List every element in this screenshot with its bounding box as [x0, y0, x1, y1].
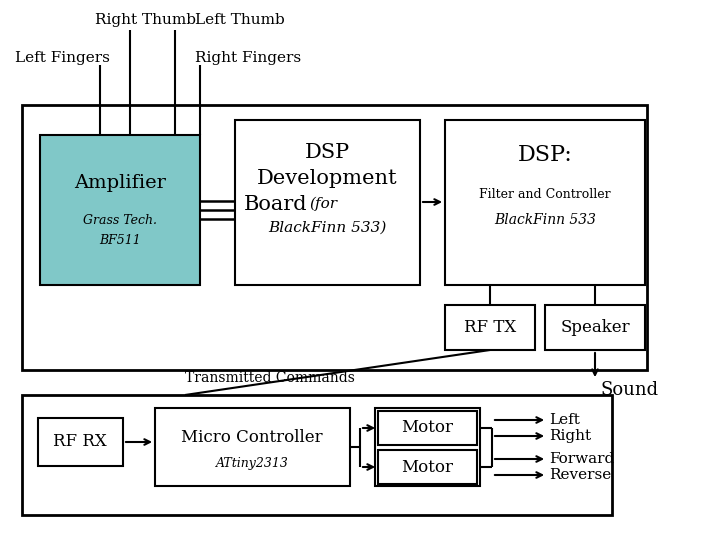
- Text: Forward: Forward: [549, 452, 614, 466]
- Bar: [375, 408, 480, 486]
- Text: Transmitted Commands: Transmitted Commands: [185, 371, 355, 385]
- Bar: [235, 120, 420, 285]
- Text: Reverse: Reverse: [549, 468, 611, 482]
- Text: Sound: Sound: [600, 381, 658, 399]
- Text: ATtiny2313: ATtiny2313: [215, 456, 289, 469]
- Text: Micro Controller: Micro Controller: [181, 429, 323, 447]
- Text: BF511: BF511: [99, 233, 141, 246]
- Bar: [40, 135, 200, 285]
- Text: RF RX: RF RX: [53, 434, 107, 450]
- Text: Left: Left: [549, 413, 580, 427]
- Text: Right Thumb: Right Thumb: [95, 13, 196, 27]
- Text: DSP: DSP: [305, 143, 350, 161]
- Bar: [545, 305, 645, 350]
- Bar: [378, 411, 477, 445]
- Text: RF TX: RF TX: [464, 319, 516, 335]
- Bar: [22, 105, 647, 370]
- Text: Motor: Motor: [401, 458, 453, 476]
- Bar: [38, 418, 123, 466]
- Bar: [445, 305, 535, 350]
- Text: Amplifier: Amplifier: [74, 174, 166, 192]
- Text: Speaker: Speaker: [560, 319, 630, 335]
- Text: Left Thumb: Left Thumb: [195, 13, 284, 27]
- Text: BlackFinn 533): BlackFinn 533): [268, 221, 386, 235]
- Text: Filter and Controller: Filter and Controller: [480, 188, 611, 201]
- Text: Motor: Motor: [401, 420, 453, 436]
- Text: DSP:: DSP:: [518, 144, 572, 166]
- Text: BlackFinn 533: BlackFinn 533: [494, 213, 596, 227]
- Text: Board: Board: [243, 194, 307, 213]
- Text: Right Fingers: Right Fingers: [195, 51, 301, 65]
- Text: Right: Right: [549, 429, 591, 443]
- Bar: [22, 395, 612, 515]
- Text: Grass Tech.: Grass Tech.: [83, 213, 157, 226]
- Text: Left Fingers: Left Fingers: [15, 51, 110, 65]
- Bar: [445, 120, 645, 285]
- Text: (for: (for: [309, 197, 337, 211]
- Text: Development: Development: [257, 168, 397, 187]
- Bar: [378, 450, 477, 484]
- Bar: [155, 408, 350, 486]
